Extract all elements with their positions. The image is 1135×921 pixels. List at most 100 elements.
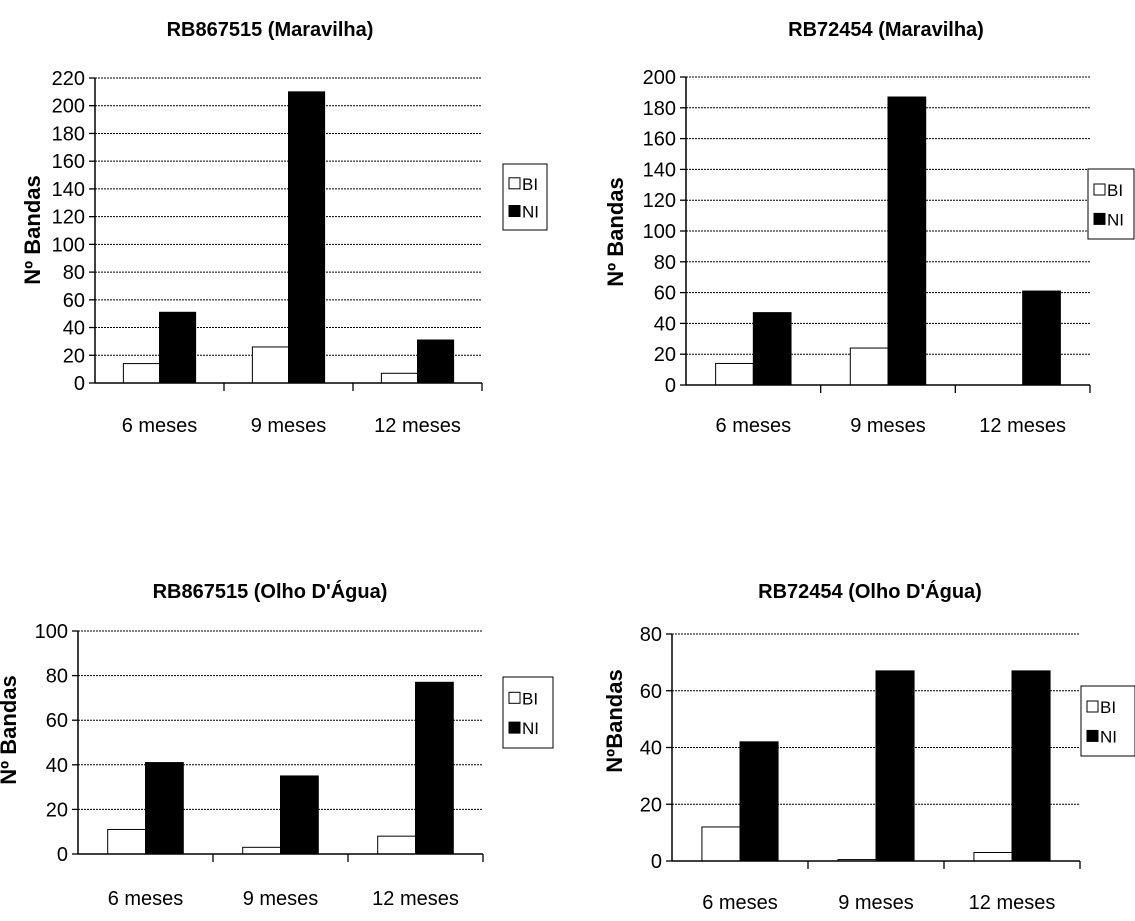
bar-bi-2 bbox=[850, 348, 888, 385]
y-tick-label: 120 bbox=[643, 190, 676, 212]
y-tick-label: 20 bbox=[63, 345, 85, 367]
chart-title: RB867515 (Maravilha) bbox=[167, 19, 374, 41]
legend-label-bi: BI bbox=[522, 689, 538, 708]
legend-swatch-bi bbox=[1094, 184, 1105, 195]
bar-ni-2 bbox=[289, 92, 325, 383]
y-tick-label: 0 bbox=[74, 373, 85, 395]
x-category-label: 9 meses bbox=[243, 888, 319, 910]
x-category-label: 12 meses bbox=[979, 415, 1066, 437]
bar-bi-1 bbox=[716, 363, 754, 385]
y-tick-label: 0 bbox=[57, 844, 68, 866]
bar-ni-2 bbox=[281, 776, 319, 854]
bar-ni-1 bbox=[160, 312, 196, 383]
bar-bi-2 bbox=[252, 347, 288, 383]
y-tick-label: 180 bbox=[52, 123, 85, 145]
y-axis-label: Nº Bandas bbox=[0, 675, 21, 785]
y-tick-label: 60 bbox=[640, 681, 662, 703]
bar-bi-1 bbox=[702, 827, 740, 861]
bar-bi-1 bbox=[123, 364, 159, 383]
y-tick-label: 80 bbox=[654, 252, 676, 274]
chart-title: RB867515 (Olho D'Água) bbox=[153, 580, 388, 603]
x-category-label: 9 meses bbox=[838, 892, 914, 914]
y-tick-label: 200 bbox=[52, 96, 85, 118]
y-tick-label: 60 bbox=[63, 290, 85, 312]
y-tick-label: 160 bbox=[643, 129, 676, 151]
legend-label-ni: NI bbox=[522, 719, 539, 738]
bar-ni-1 bbox=[753, 313, 791, 385]
chart-title: RB72454 (Maravilha) bbox=[788, 19, 984, 41]
bar-ni-2 bbox=[876, 671, 914, 861]
chart-title: RB72454 (Olho D'Água) bbox=[758, 580, 982, 603]
bar-bi-3 bbox=[381, 373, 417, 383]
x-category-label: 12 meses bbox=[969, 892, 1056, 914]
y-tick-label: 80 bbox=[63, 262, 85, 284]
x-category-label: 6 meses bbox=[122, 415, 198, 437]
bar-bi-1 bbox=[108, 829, 146, 854]
y-tick-label: 20 bbox=[640, 794, 662, 816]
chart-svg-4: RB72454 (Olho D'Água) NºBandas 0 20 40 60 80 6 … bbox=[560, 450, 1135, 916]
y-tick-label: 20 bbox=[46, 799, 68, 821]
x-category-label: 6 meses bbox=[716, 415, 792, 437]
legend-label-bi: BI bbox=[1107, 181, 1123, 200]
y-tick-label: 100 bbox=[643, 221, 676, 243]
bar-bi-3 bbox=[378, 836, 416, 854]
legend-label-ni: NI bbox=[522, 203, 539, 222]
bar-ni-3 bbox=[1012, 671, 1050, 861]
y-tick-label: 160 bbox=[52, 151, 85, 173]
legend-swatch-bi bbox=[509, 692, 520, 703]
chart-panel-3: RB867515 (Olho D'Água) Nº Bandas 0 20 40 60 80… bbox=[0, 450, 560, 916]
legend-swatch-ni bbox=[1094, 213, 1105, 224]
chart-panel-1: RB867515 (Maravilha) Nº Bandas 0 20 40 60 80 10… bbox=[0, 0, 560, 450]
x-category-label: 6 meses bbox=[702, 892, 778, 914]
chart-panel-2: RB72454 (Maravilha) Nº Bandas 0 20 40 60 80 100… bbox=[560, 0, 1135, 450]
y-tick-label: 100 bbox=[52, 234, 85, 256]
y-tick-label: 40 bbox=[63, 318, 85, 340]
legend-label-ni: NI bbox=[1107, 210, 1124, 229]
chart-svg-1: RB867515 (Maravilha) Nº Bandas 0 20 40 60 80 10… bbox=[0, 0, 560, 450]
legend-swatch-bi bbox=[1087, 701, 1098, 712]
y-axis-label: NºBandas bbox=[602, 669, 627, 772]
y-tick-label: 40 bbox=[46, 755, 68, 777]
y-tick-label: 80 bbox=[46, 666, 68, 688]
legend-swatch-ni bbox=[509, 206, 520, 217]
bar-bi-2 bbox=[243, 847, 281, 854]
legend-label-ni: NI bbox=[1100, 727, 1117, 746]
y-tick-label: 200 bbox=[643, 67, 676, 89]
y-tick-label: 80 bbox=[640, 624, 662, 646]
x-category-label: 12 meses bbox=[372, 888, 459, 910]
y-tick-label: 0 bbox=[651, 851, 662, 873]
x-category-label: 9 meses bbox=[251, 415, 327, 437]
bar-ni-3 bbox=[1023, 291, 1061, 385]
y-axis-label: Nº Bandas bbox=[603, 177, 628, 287]
bar-ni-2 bbox=[888, 97, 926, 385]
chart-svg-3: RB867515 (Olho D'Água) Nº Bandas 0 20 40 60 80… bbox=[0, 450, 560, 916]
bar-ni-3 bbox=[418, 340, 454, 383]
y-tick-label: 60 bbox=[46, 710, 68, 732]
legend-swatch-ni bbox=[1087, 730, 1098, 741]
y-tick-label: 140 bbox=[52, 179, 85, 201]
legend-swatch-bi bbox=[509, 178, 520, 189]
y-tick-label: 40 bbox=[654, 313, 676, 335]
bar-ni-3 bbox=[416, 682, 454, 854]
y-tick-label: 100 bbox=[35, 621, 68, 643]
legend-label-bi: BI bbox=[522, 175, 538, 194]
legend-label-bi: BI bbox=[1100, 698, 1116, 717]
y-tick-label: 0 bbox=[665, 375, 676, 397]
bar-ni-1 bbox=[740, 742, 778, 861]
x-category-label: 12 meses bbox=[374, 415, 461, 437]
y-tick-label: 60 bbox=[654, 283, 676, 305]
chart-svg-2: RB72454 (Maravilha) Nº Bandas 0 20 40 60 80 100… bbox=[560, 0, 1135, 450]
y-tick-label: 40 bbox=[640, 738, 662, 760]
y-tick-label: 20 bbox=[654, 344, 676, 366]
y-tick-label: 140 bbox=[643, 159, 676, 181]
legend-swatch-ni bbox=[509, 722, 520, 733]
y-tick-label: 120 bbox=[52, 207, 85, 229]
chart-panel-4: RB72454 (Olho D'Água) NºBandas 0 20 40 60 80 6 … bbox=[560, 450, 1135, 916]
y-tick-label: 220 bbox=[52, 68, 85, 90]
y-axis-label: Nº Bandas bbox=[20, 175, 45, 285]
y-tick-label: 180 bbox=[643, 98, 676, 120]
bar-bi-3 bbox=[974, 852, 1012, 861]
x-category-label: 9 meses bbox=[850, 415, 926, 437]
x-category-label: 6 meses bbox=[108, 888, 184, 910]
bar-ni-1 bbox=[146, 763, 184, 854]
